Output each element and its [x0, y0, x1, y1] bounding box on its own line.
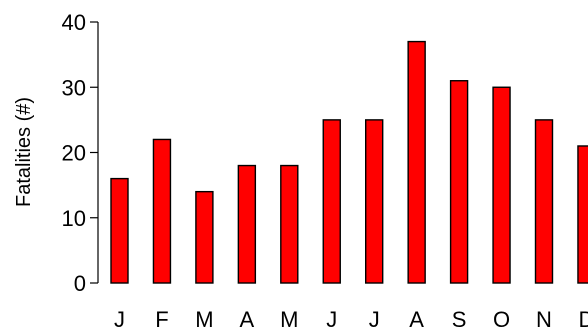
y-tick-label: 40 [62, 10, 86, 35]
x-tick-label: J [114, 307, 125, 331]
x-tick-label: M [280, 307, 298, 331]
x-tick-label: J [369, 307, 380, 331]
bar-3 [237, 164, 257, 284]
y-tick-label: 30 [62, 75, 86, 100]
bar-5 [322, 119, 341, 284]
bar-6 [365, 119, 384, 284]
bar-10 [534, 119, 554, 284]
bar-4 [280, 164, 299, 284]
y-tick-label: 0 [74, 271, 86, 296]
y-axis-label: Fatalities (#) [13, 97, 35, 207]
y-tick-label: 10 [62, 206, 86, 231]
bars [110, 40, 588, 284]
y-tick-label: 20 [62, 141, 86, 166]
bar-8 [449, 80, 469, 284]
x-tick-label: S [452, 307, 467, 331]
bar-1 [152, 138, 172, 284]
bar-9 [492, 86, 511, 284]
bar-11 [577, 145, 588, 284]
x-tick-label: F [155, 307, 168, 331]
x-tick-label: D [579, 307, 588, 331]
x-tick-label: N [536, 307, 552, 331]
x-tick-label: A [240, 307, 255, 331]
x-tick-label: M [195, 307, 213, 331]
x-tick-label: O [493, 307, 510, 331]
x-tick-label: A [409, 307, 424, 331]
bar-2 [195, 190, 214, 284]
y-axis-ticks: 0 10 20 30 40 [62, 10, 98, 296]
x-tick-label: J [326, 307, 337, 331]
bar-0 [110, 177, 129, 284]
bar-7 [407, 40, 426, 284]
